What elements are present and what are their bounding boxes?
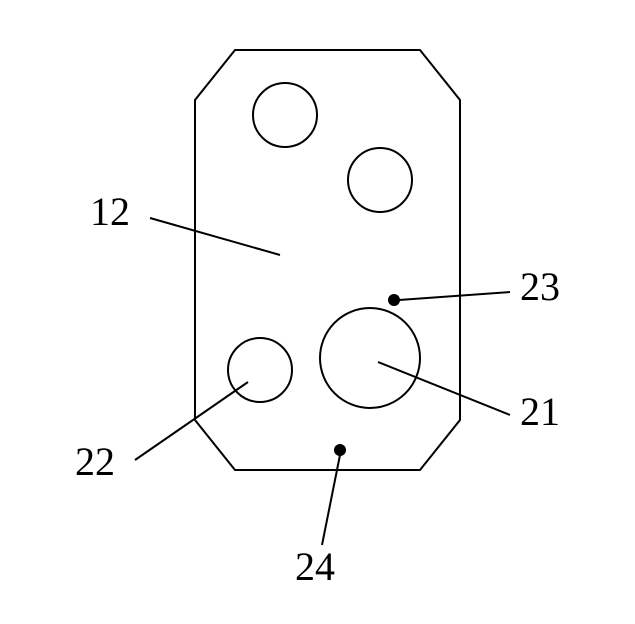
hole-bot-left <box>228 338 292 402</box>
leader-23 <box>399 292 510 300</box>
label-22: 22 <box>75 439 115 484</box>
hole-top-left <box>253 83 317 147</box>
label-23: 23 <box>520 264 560 309</box>
hole-top-right <box>348 148 412 212</box>
leader-22 <box>135 382 248 460</box>
leader-21 <box>378 362 510 415</box>
label-21: 21 <box>520 389 560 434</box>
dot-upper <box>389 295 399 305</box>
leader-12 <box>150 218 280 255</box>
hole-big <box>320 308 420 408</box>
label-12: 12 <box>90 189 130 234</box>
dot-lower <box>335 445 345 455</box>
technical-diagram: 12 23 21 22 24 <box>0 0 635 624</box>
body-outline <box>195 50 460 470</box>
label-24: 24 <box>295 544 335 589</box>
leader-24 <box>322 455 340 545</box>
